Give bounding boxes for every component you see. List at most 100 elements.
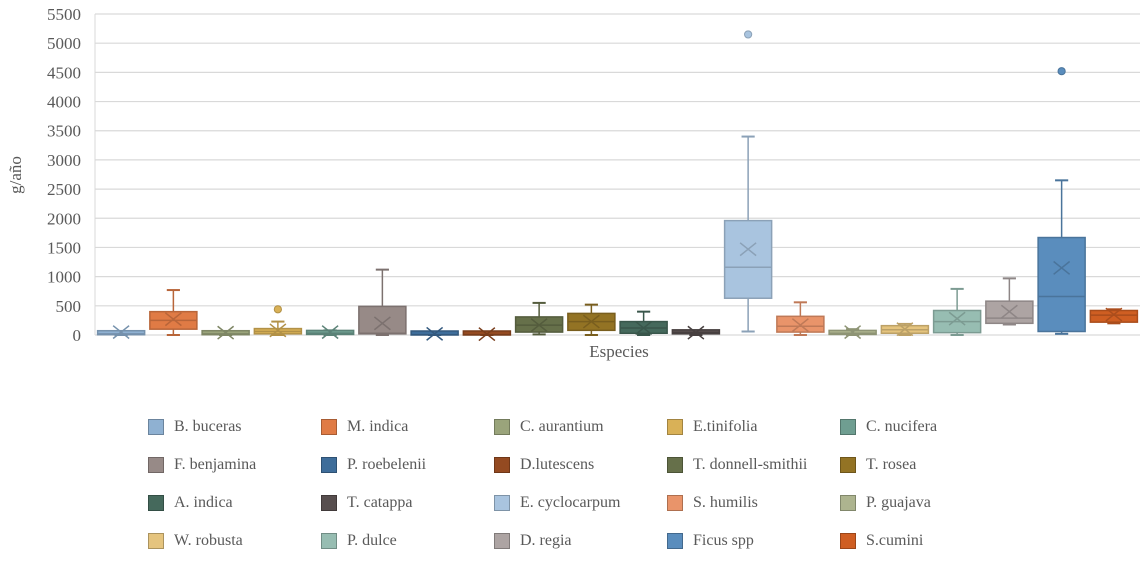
- mean-marker: [164, 312, 182, 327]
- box-ficus-spp: [1037, 67, 1086, 335]
- mean-marker: [112, 325, 130, 340]
- box-t-rosea: [567, 303, 616, 336]
- legend-label: C. aurantium: [520, 418, 604, 435]
- legend-label: Ficus spp: [693, 532, 754, 549]
- box-series: [96, 30, 1139, 342]
- box-t-catappa: [671, 325, 721, 340]
- legend-item: S. humilis: [667, 492, 840, 514]
- x-axis-title: Especies: [589, 342, 648, 361]
- gridlines: [94, 13, 1140, 336]
- legend-item: T. rosea: [840, 454, 1013, 476]
- legend-item: P. dulce: [321, 530, 494, 552]
- y-axis-ticks: 0 500 1000 1500 2000 2500 3000 3500 4000 4500 5000…: [47, 5, 81, 345]
- legend-swatch: [840, 419, 856, 435]
- box-t-donnell-smithii: [514, 301, 564, 336]
- box-w-robusta: [880, 322, 930, 337]
- legend-label: F. benjamina: [174, 456, 257, 473]
- box-c-aurantium: [201, 325, 250, 340]
- legend-item: C. aurantium: [494, 416, 667, 438]
- box-b-buceras: [96, 325, 146, 340]
- legend-swatch: [148, 495, 164, 511]
- legend-label: W. robusta: [174, 532, 243, 549]
- mean-marker: [321, 325, 339, 340]
- legend-item: W. robusta: [148, 530, 321, 552]
- iqr-box: [358, 305, 407, 335]
- legend-swatch: [667, 419, 683, 435]
- y-tick-label: 5500: [47, 5, 81, 24]
- legend-label: E.tinifolia: [693, 418, 758, 435]
- mean-marker: [687, 325, 705, 340]
- y-tick-label: 4000: [47, 93, 81, 112]
- legend-swatch: [148, 457, 164, 473]
- legend-item: P. roebelenii: [321, 454, 494, 476]
- y-tick-label: 0: [73, 326, 82, 345]
- legend-label: P. guajava: [866, 494, 931, 511]
- box-p-roebelenii: [410, 326, 459, 341]
- mean-marker: [1000, 304, 1018, 319]
- mean-marker: [791, 318, 809, 333]
- legend-label: T. catappa: [347, 494, 413, 511]
- y-tick-label: 1500: [47, 238, 81, 257]
- legend-swatch: [494, 495, 510, 511]
- box-c-nucifera: [305, 325, 355, 340]
- legend-item: A. indica: [148, 492, 321, 514]
- iqr-box: [723, 219, 773, 299]
- legend-label: M. indica: [347, 418, 409, 435]
- mean-marker: [269, 323, 287, 338]
- mean-marker: [844, 325, 862, 340]
- legend-label: D.lutescens: [520, 456, 595, 473]
- legend-swatch: [321, 419, 337, 435]
- box-d-regia: [985, 277, 1034, 326]
- mean-marker: [948, 311, 966, 326]
- legend-swatch: [840, 533, 856, 549]
- mean-marker: [896, 322, 914, 337]
- legend-swatch: [321, 457, 337, 473]
- mean-marker: [373, 316, 391, 331]
- legend-swatch: [840, 457, 856, 473]
- legend-item: D.lutescens: [494, 454, 667, 476]
- legend-item: M. indica: [321, 416, 494, 438]
- mean-marker: [530, 318, 548, 333]
- legend-label: T. rosea: [866, 456, 917, 473]
- mean-marker: [582, 314, 600, 329]
- legend-label: A. indica: [174, 494, 233, 511]
- box-d-lutescens: [462, 327, 512, 342]
- legend-item: F. benjamina: [148, 454, 321, 476]
- legend-swatch: [840, 495, 856, 511]
- box-p-guajava: [828, 325, 877, 340]
- box-m-indica: [149, 289, 198, 336]
- box-f-benjamina: [358, 268, 407, 336]
- legend-item: T. catappa: [321, 492, 494, 514]
- legend-swatch: [494, 457, 510, 473]
- legend-label: E. cyclocarpum: [520, 494, 621, 511]
- legend: B. buceras M. indica C. aurantium E.tinifol…: [148, 416, 988, 552]
- legend-swatch: [667, 533, 683, 549]
- box-a-indica: [619, 310, 668, 336]
- legend-swatch: [667, 457, 683, 473]
- legend-item: S.cumini: [840, 530, 1013, 552]
- legend-item: E.tinifolia: [667, 416, 840, 438]
- legend-label: C. nucifera: [866, 418, 938, 435]
- box-s-cumini: [1089, 307, 1139, 325]
- legend-label: D. regia: [520, 532, 572, 549]
- mean-marker: [478, 327, 496, 342]
- mean-marker: [739, 242, 757, 257]
- legend-swatch: [494, 419, 510, 435]
- legend-label: S.cumini: [866, 532, 924, 549]
- y-tick-label: 4500: [47, 63, 81, 82]
- y-tick-label: 3000: [47, 151, 81, 170]
- legend-item: D. regia: [494, 530, 667, 552]
- legend-item: Ficus spp: [667, 530, 840, 552]
- legend-swatch: [321, 533, 337, 549]
- legend-swatch: [321, 495, 337, 511]
- mean-marker: [426, 326, 444, 341]
- iqr-box: [1037, 236, 1086, 333]
- legend-label: P. roebelenii: [347, 456, 427, 473]
- outlier-point: [273, 305, 282, 314]
- legend-item: B. buceras: [148, 416, 321, 438]
- legend-swatch: [494, 533, 510, 549]
- box-e-cyclocarpum: [723, 30, 773, 333]
- y-tick-label: 5000: [47, 34, 81, 53]
- y-tick-label: 3500: [47, 122, 81, 141]
